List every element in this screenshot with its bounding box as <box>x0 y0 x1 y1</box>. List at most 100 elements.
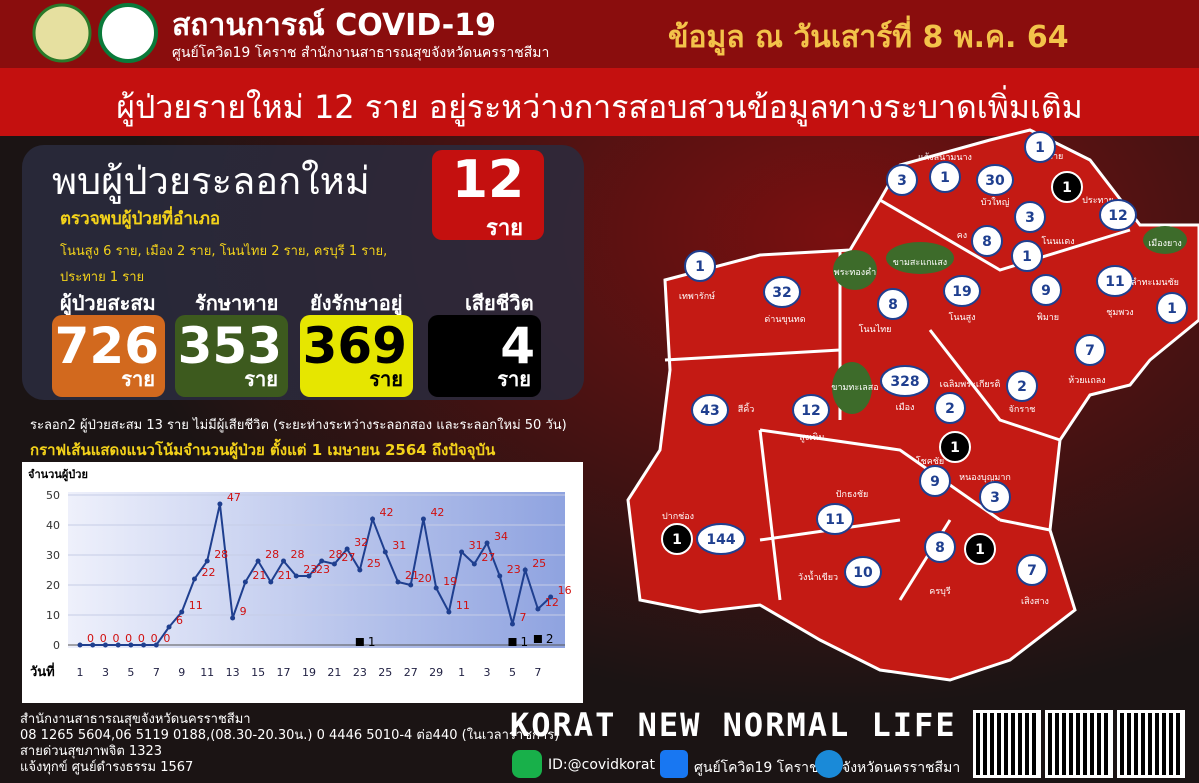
district-name: แก้งสนามนาง <box>918 152 972 163</box>
case-badge <box>844 556 882 588</box>
footer-line: 08 1265 5604,06 5119 0188,(08.30-20.30น.… <box>20 728 560 743</box>
point <box>293 573 299 579</box>
point <box>268 579 274 585</box>
qr-code <box>973 710 1041 778</box>
point <box>242 579 248 585</box>
header-bar <box>0 0 1199 68</box>
data-label: 22 <box>201 566 215 579</box>
point <box>306 573 312 579</box>
stat-value: 353 <box>177 317 282 375</box>
case-badge <box>919 465 951 497</box>
case-count: 12 <box>1108 208 1127 224</box>
case-badge <box>976 164 1014 196</box>
case-count: 1 <box>1022 249 1032 265</box>
x-tick-label: 1 <box>77 666 84 679</box>
y-tick-label: 20 <box>46 579 60 592</box>
summary-subheading: ตรวจพบผู้ป่วยที่อำเภอ <box>60 209 221 229</box>
point <box>382 549 388 555</box>
district-name: บัวใหญ่ <box>981 197 1010 208</box>
x-tick-label: 7 <box>153 666 160 679</box>
case-badge <box>939 431 971 463</box>
line-icon <box>512 750 542 778</box>
qr-code <box>1117 710 1185 778</box>
case-badge <box>1051 171 1083 203</box>
district-name: พิมาย <box>1037 312 1059 323</box>
x-tick-label: 1 <box>458 666 465 679</box>
district-name: หนองบุญมาก <box>959 473 1011 483</box>
district-name: โชคชัย <box>916 456 944 467</box>
point <box>255 558 261 564</box>
case-badge <box>1016 554 1048 586</box>
case-count: 144 <box>706 532 735 548</box>
x-tick-label: 5 <box>127 666 134 679</box>
stat-box: 353 ราย <box>175 315 288 397</box>
data-label: 27 <box>481 551 495 564</box>
case-count: 43 <box>700 403 719 419</box>
stat-unit: ราย <box>497 367 531 391</box>
data-label: 21 <box>278 569 292 582</box>
point <box>102 642 108 648</box>
point <box>509 621 515 627</box>
stat-box: 369 ราย <box>300 315 413 397</box>
point <box>370 516 376 522</box>
case-count: 12 <box>801 403 820 419</box>
data-label: 0 <box>163 632 170 645</box>
case-count: 8 <box>888 297 898 313</box>
case-badge <box>1096 265 1134 297</box>
data-label: 1 <box>520 635 528 649</box>
data-label: 12 <box>545 596 559 609</box>
case-badge <box>1006 370 1038 402</box>
data-label: 28 <box>329 548 343 561</box>
case-badge <box>763 276 801 308</box>
stat-value: 726 <box>54 317 159 375</box>
data-label: 1 <box>368 635 376 649</box>
point <box>281 558 287 564</box>
data-label: 19 <box>443 575 457 588</box>
stat-label: ยังรักษาอยู่ <box>310 291 403 315</box>
data-label: 20 <box>418 572 432 585</box>
banner: ผู้ป่วยรายใหม่ 12 ราย อยู่ระหว่างการสอบส… <box>116 88 1083 126</box>
case-count: 2 <box>945 401 955 417</box>
case-badge <box>943 275 981 307</box>
footer-line: แจ้งทุกข์ ศูนย์ดำรงธรรม 1567 <box>20 760 194 775</box>
case-count: 1 <box>1035 140 1045 156</box>
case-badge <box>1030 274 1062 306</box>
point <box>357 567 363 573</box>
y-axis-title: จำนวนผู้ป่วย <box>28 468 88 482</box>
case-badge <box>696 523 746 555</box>
death-marker <box>355 638 364 646</box>
chart-title: กราฟเส้นแสดงแนวโน้มจำนวนผู้ป่วย ตั้งแต่ … <box>30 441 496 459</box>
case-badge <box>1011 240 1043 272</box>
stat-box: 4 ราย <box>428 315 541 397</box>
district-name: โนนแดง <box>1041 236 1074 247</box>
date: ข้อมูล ณ วันเสาร์ที่ 8 พ.ค. 64 <box>668 20 1069 55</box>
data-label: 47 <box>227 491 241 504</box>
district-area <box>833 250 877 290</box>
point <box>217 501 223 507</box>
province <box>626 128 1199 682</box>
x-tick-label: 3 <box>484 666 491 679</box>
facebook-icon <box>660 750 688 778</box>
case-count: 3 <box>897 173 907 189</box>
new-unit: ราย <box>486 216 524 241</box>
point <box>77 642 83 648</box>
slogan: KORAT NEW NORMAL LIFE <box>510 706 957 744</box>
point <box>344 546 350 552</box>
case-badge <box>979 481 1011 513</box>
case-count: 11 <box>825 512 844 528</box>
qr-code <box>1045 710 1113 778</box>
data-label: 25 <box>532 557 546 570</box>
area-label: ขามสะแกแสง <box>893 258 947 268</box>
data-label: 7 <box>519 611 526 624</box>
data-label: 28 <box>265 548 279 561</box>
x-tick-label: 27 <box>404 666 418 679</box>
case-count: 11 <box>1105 274 1124 290</box>
new-case-box <box>432 150 544 240</box>
district-name: โนนสูง <box>948 312 975 323</box>
data-label: 23 <box>507 563 521 576</box>
data-label: 16 <box>558 584 572 597</box>
point <box>408 582 414 588</box>
data-label: 0 <box>112 632 119 645</box>
case-badge <box>929 161 961 193</box>
x-tick-label: 21 <box>327 666 341 679</box>
